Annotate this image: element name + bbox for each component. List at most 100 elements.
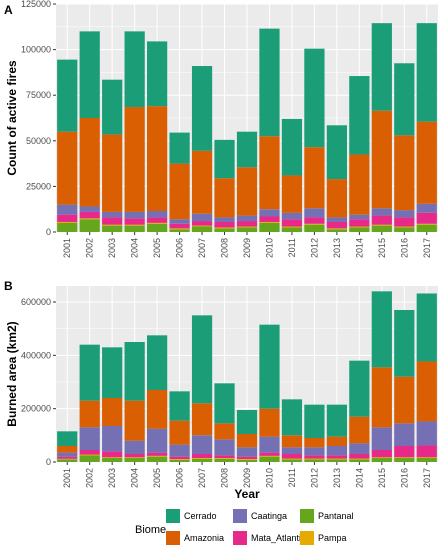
- legend-label-pantanal: Pantanal: [318, 511, 354, 521]
- y-tick-label: 75000: [26, 90, 51, 100]
- bar-pampa-2007: [191, 225, 213, 227]
- y-tick-label: 600000: [21, 297, 51, 307]
- bar-mata-atlantica-2015: [371, 215, 392, 225]
- legend-label-caatinga: Caatinga: [251, 511, 287, 521]
- bar-pampa-2015: [371, 224, 392, 226]
- bar-cerrado-2002: [79, 31, 100, 118]
- bar-mata-atlantica-2001: [57, 456, 78, 459]
- bar-caatinga-2011: [281, 447, 303, 454]
- x-tick-label: 2007: [197, 238, 207, 258]
- bar-mata-atlantica-2007: [191, 221, 213, 226]
- bar-pantanal-2017: [416, 224, 437, 232]
- legend-swatch-pantanal: [300, 509, 314, 523]
- bar-pampa-2002: [79, 454, 100, 456]
- bar-cerrado-2005: [147, 335, 168, 390]
- bar-pantanal-2012: [304, 459, 325, 462]
- bar-cerrado-2005: [147, 41, 168, 107]
- bar-mata-atlantica-2017: [416, 445, 437, 458]
- y-tick-label: 50000: [26, 136, 51, 146]
- bar-pantanal-2015: [371, 225, 392, 232]
- bar-caatinga-2010: [259, 209, 280, 217]
- bar-pantanal-2001: [57, 222, 78, 232]
- bar-mata-atlantica-2017: [416, 212, 437, 224]
- bar-pampa-2010: [259, 221, 280, 223]
- bar-pantanal-2011: [281, 459, 303, 462]
- bar-mata-atlantica-2011: [281, 454, 303, 459]
- bar-amazonia-2017: [416, 121, 437, 204]
- bar-cerrado-2016: [394, 310, 415, 377]
- bar-mata-atlantica-2003: [102, 217, 123, 225]
- bar-pantanal-2013: [326, 459, 347, 462]
- bar-cerrado-2008: [214, 139, 235, 179]
- bar-amazonia-2012: [304, 438, 325, 448]
- bar-pantanal-2004: [124, 225, 145, 232]
- bar-amazonia-2011: [281, 435, 303, 448]
- x-tick-label: 2010: [264, 468, 274, 488]
- bar-amazonia-2009: [236, 167, 258, 216]
- x-tick-label: 2009: [242, 468, 252, 488]
- bar-mata-atlantica-2006: [169, 456, 190, 460]
- bar-pampa-2016: [394, 457, 415, 458]
- x-tick-label: 2015: [377, 238, 387, 258]
- legend-swatch-caatinga: [233, 509, 247, 523]
- bar-pantanal-2004: [124, 458, 145, 462]
- y-tick-label: 125000: [21, 0, 51, 9]
- bar-caatinga-2011: [281, 212, 303, 220]
- x-tick-label: 2013: [332, 468, 342, 488]
- bar-cerrado-2010: [259, 28, 280, 137]
- bar-cerrado-2013: [326, 125, 347, 180]
- bar-amazonia-2005: [147, 390, 168, 429]
- y-tick-label: 200000: [21, 404, 51, 414]
- bar-caatinga-2001: [57, 452, 78, 457]
- bar-amazonia-2004: [124, 107, 145, 212]
- y-axis-title: Burned area (km2): [5, 321, 19, 426]
- bar-cerrado-2004: [124, 342, 145, 401]
- x-tick-label: 2009: [242, 238, 252, 258]
- bar-pantanal-2010: [259, 456, 280, 462]
- bar-cerrado-2007: [191, 66, 213, 151]
- bar-pantanal-2003: [102, 225, 123, 232]
- x-tick-label: 2002: [85, 468, 95, 488]
- bar-caatinga-2012: [304, 447, 325, 456]
- bar-caatinga-2005: [147, 428, 168, 453]
- bar-pampa-2014: [349, 226, 370, 228]
- bar-pampa-2009: [236, 226, 258, 228]
- bar-pantanal-2007: [191, 458, 213, 462]
- bar-amazonia-2013: [326, 436, 347, 446]
- legend-swatch-pampa: [300, 531, 314, 545]
- x-tick-label: 2015: [377, 468, 387, 488]
- x-tick-label: 2001: [62, 468, 72, 488]
- bar-mata-atlantica-2013: [326, 455, 347, 459]
- bar-caatinga-2015: [371, 427, 392, 450]
- bar-amazonia-2010: [259, 136, 280, 210]
- bar-pantanal-2006: [169, 459, 190, 462]
- bar-mata-atlantica-2008: [214, 455, 235, 458]
- bar-caatinga-2017: [416, 421, 437, 446]
- bar-mata-atlantica-2016: [394, 446, 415, 458]
- bar-amazonia-2001: [57, 131, 78, 205]
- bar-pantanal-2005: [147, 223, 168, 232]
- bar-pampa-2010: [259, 455, 280, 457]
- x-tick-label: 2005: [152, 468, 162, 488]
- x-tick-label: 2017: [422, 468, 432, 488]
- bar-pantanal-2014: [349, 459, 370, 462]
- bar-amazonia-2011: [281, 175, 303, 213]
- bar-caatinga-2007: [191, 213, 213, 222]
- bar-caatinga-2017: [416, 203, 437, 213]
- bar-pampa-2003: [102, 224, 123, 226]
- bar-mata-atlantica-2011: [281, 219, 303, 227]
- bar-mata-atlantica-2002: [79, 450, 100, 455]
- bar-caatinga-2009: [236, 215, 258, 222]
- bar-caatinga-2007: [191, 435, 213, 454]
- bar-pantanal-2016: [394, 227, 415, 232]
- bar-cerrado-2007: [191, 315, 213, 404]
- bar-cerrado-2003: [102, 347, 123, 398]
- bar-caatinga-2006: [169, 444, 190, 457]
- bar-pampa-2015: [371, 457, 392, 458]
- bar-amazonia-2007: [191, 150, 213, 214]
- bar-caatinga-2003: [102, 211, 123, 218]
- x-axis-title: Year: [234, 487, 260, 501]
- bar-cerrado-2014: [349, 360, 370, 417]
- legend: Biome Cerrado Amazonia Caatinga Mata_Atlanti…: [135, 509, 354, 545]
- bar-cerrado-2001: [57, 431, 78, 446]
